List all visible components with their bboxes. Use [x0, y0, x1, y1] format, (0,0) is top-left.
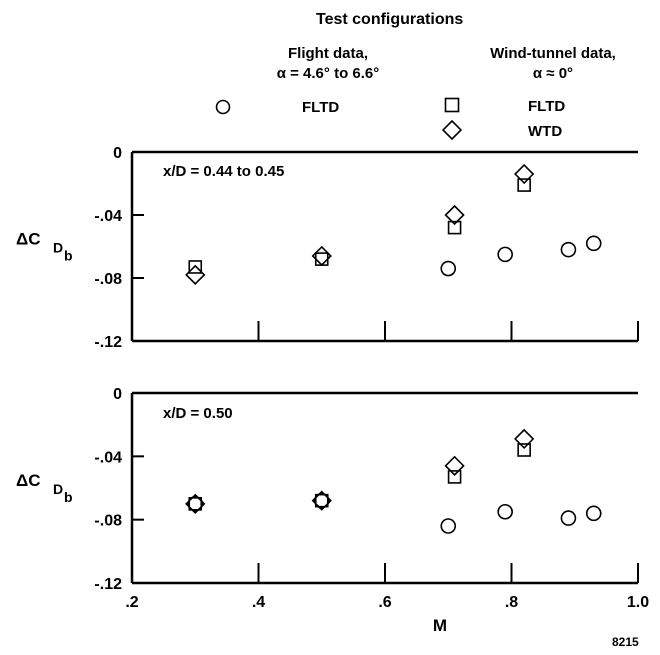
- legend-diamond-label: WTD: [528, 123, 563, 140]
- x-tick-label: .6: [378, 594, 391, 611]
- data-point-diamond: [514, 428, 535, 450]
- y-axis-label-subsub: b: [64, 248, 73, 264]
- y-axis-label-sub: D: [53, 481, 63, 497]
- legend-square-label: FLTD: [528, 98, 566, 115]
- diamond-icon: [441, 119, 463, 141]
- data-point-square: [188, 497, 203, 511]
- y-tick-label: -.04: [94, 449, 122, 466]
- x-tick-label: .2: [125, 594, 138, 611]
- data-point-diamond: [185, 493, 206, 514]
- x-tick-label: 1.0: [627, 594, 649, 611]
- data-point-circle: [560, 241, 577, 258]
- y-tick-label: -.08: [94, 271, 122, 288]
- data-point-diamond: [444, 455, 465, 476]
- data-point-diamond: [311, 245, 332, 267]
- data-point-circle: [497, 503, 513, 520]
- square-icon: [444, 97, 460, 113]
- data-point-square: [517, 178, 531, 192]
- data-point-circle: [187, 496, 204, 512]
- y-axis-label-subsub: b: [64, 489, 73, 505]
- x-tick-label: .8: [505, 594, 518, 611]
- legend-flight-header-line2: α = 4.6° to 6.6°: [276, 65, 380, 82]
- x-axis-label: M: [433, 616, 447, 635]
- panel-annotation: x/D = 0.50: [163, 405, 233, 422]
- data-point-circle: [440, 260, 457, 277]
- data-point-circle: [585, 505, 602, 522]
- legend-circle-label: FLTD: [302, 99, 340, 116]
- y-axis-label-sub: D: [53, 240, 63, 256]
- y-tick-label: -.08: [94, 513, 122, 530]
- data-point-circle: [440, 518, 457, 534]
- data-point-circle: [560, 510, 577, 526]
- data-point-circle: [313, 492, 330, 509]
- y-tick-label: 0: [113, 386, 122, 403]
- y-tick-label: -.12: [94, 334, 122, 351]
- legend-flight-header: Flight data, α = 4.6° to 6.6°: [228, 44, 428, 84]
- data-point-square: [517, 443, 531, 457]
- y-tick-label: -.12: [94, 576, 122, 593]
- y-tick-label: 0: [113, 145, 122, 162]
- data-point-square: [188, 260, 203, 274]
- x-tick-label: .4: [252, 594, 265, 611]
- legend-wind-header-line2: α ≈ 0°: [532, 65, 574, 82]
- data-point-diamond: [185, 264, 206, 285]
- data-point-circle: [497, 246, 513, 263]
- y-tick-label: -.04: [94, 208, 122, 225]
- data-point-diamond: [444, 204, 465, 226]
- data-point-square: [447, 470, 462, 484]
- legend-title: Test configurations: [316, 11, 464, 28]
- data-point-circle: [585, 235, 602, 252]
- data-point-square: [447, 220, 462, 235]
- y-axis-label: ΔC: [16, 230, 41, 249]
- data-point-square: [314, 493, 329, 508]
- legend-flight-header-line1: Flight data,: [288, 45, 368, 62]
- circle-icon: [215, 99, 231, 115]
- legend-wind-header-line1: Wind-tunnel data,: [490, 45, 616, 62]
- figure-id: 8215: [612, 635, 639, 649]
- data-point-square: [314, 252, 329, 266]
- legend-wind-header: Wind-tunnel data, α ≈ 0°: [440, 44, 660, 84]
- data-point-diamond: [514, 163, 535, 185]
- panel-annotation: x/D = 0.44 to 0.45: [163, 163, 284, 180]
- y-axis-label: ΔC: [16, 471, 41, 490]
- data-point-diamond: [311, 490, 332, 511]
